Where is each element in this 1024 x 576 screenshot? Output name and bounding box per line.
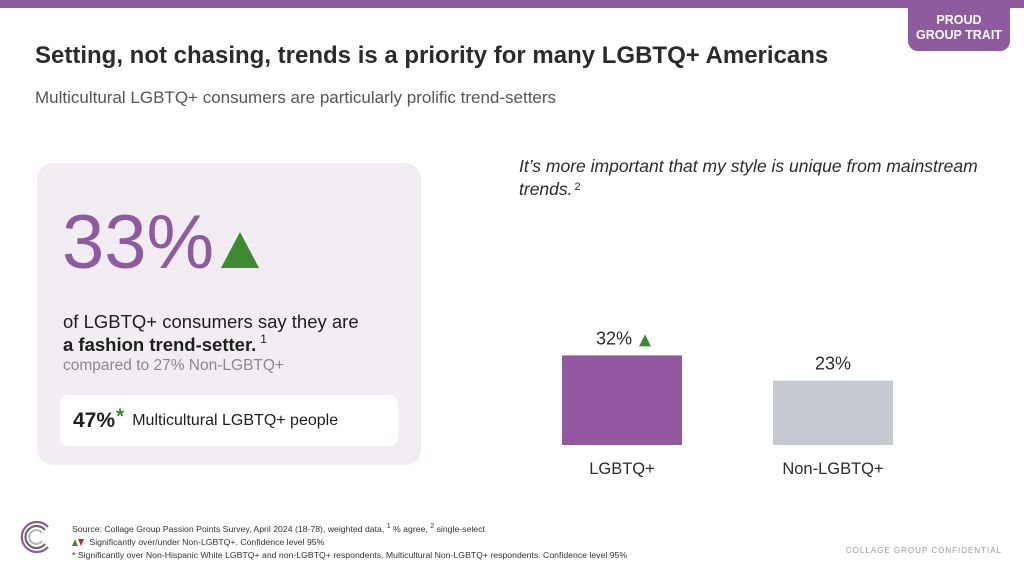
confidential-label: COLLAGE GROUP CONFIDENTIAL bbox=[845, 546, 1002, 555]
legend-down-icon bbox=[78, 539, 84, 547]
bar-non-lgbtq bbox=[773, 380, 893, 445]
source-agree: % agree, bbox=[393, 523, 428, 534]
source-single: single-select bbox=[436, 523, 485, 534]
bar-chart: 32% LGBTQ+ 23% Non-LGBTQ+ bbox=[562, 328, 893, 478]
bar-lgbtq bbox=[562, 355, 682, 445]
multicultural-stat-value: 47% bbox=[73, 408, 116, 432]
top-accent-bar bbox=[0, 0, 1024, 8]
bar-value-label: 23% bbox=[815, 354, 851, 374]
significance-star-icon: * bbox=[116, 404, 125, 428]
chart-question: It’s more important that my style is uni… bbox=[519, 155, 979, 201]
category-label: Non-LGBTQ+ bbox=[782, 460, 883, 478]
significance-legend-text: Significantly over/under Non-LGBTQ+. Con… bbox=[89, 536, 325, 547]
star-legend-text: Significantly over Non-Hispanic White LG… bbox=[77, 549, 628, 560]
significance-up-icon bbox=[221, 232, 259, 268]
star-legend-line: * Significantly over Non-Hispanic White … bbox=[72, 549, 627, 562]
source-note-1: 1 bbox=[386, 523, 391, 530]
collage-group-logo-icon bbox=[20, 520, 49, 554]
legend-up-icon bbox=[72, 539, 78, 547]
proud-group-trait-badge: PROUD GROUP TRAIT bbox=[908, 5, 1010, 51]
legend-star-icon: * bbox=[72, 549, 76, 560]
bar-value-label: 32% bbox=[596, 328, 632, 348]
source-text: Source: Collage Group Passion Points Sur… bbox=[72, 523, 385, 534]
significance-up-icon bbox=[639, 334, 651, 347]
category-label: LGBTQ+ bbox=[589, 460, 655, 478]
badge-line2: GROUP TRAIT bbox=[916, 28, 1002, 42]
stat-line-2: a fashion trend-setter. 1 bbox=[63, 332, 267, 356]
source-note-2: 2 bbox=[430, 523, 435, 530]
multicultural-stat-label: Multicultural LGBTQ+ people bbox=[132, 411, 339, 429]
big-stat-value: 33% bbox=[62, 200, 215, 285]
significance-legend-line: Significantly over/under Non-LGBTQ+. Con… bbox=[72, 536, 627, 549]
footnote-ref-2: 2 bbox=[574, 181, 581, 193]
comparison-text: compared to 27% Non-LGBTQ+ bbox=[63, 357, 284, 374]
page-subtitle: Multicultural LGBTQ+ consumers are parti… bbox=[35, 88, 557, 107]
source-line: Source: Collage Group Passion Points Sur… bbox=[72, 520, 627, 536]
badge-line1: PROUD bbox=[936, 13, 982, 27]
chart-question-text: It’s more important that my style is uni… bbox=[519, 156, 978, 199]
footnote-ref-1: 1 bbox=[260, 332, 267, 346]
footnotes: Source: Collage Group Passion Points Sur… bbox=[72, 520, 627, 562]
stat-line-1: of LGBTQ+ consumers say they are bbox=[63, 311, 359, 332]
multicultural-stat-card: 47% * Multicultural LGBTQ+ people bbox=[60, 395, 398, 446]
stat-line-2-text: a fashion trend-setter. bbox=[63, 334, 257, 355]
page-title: Setting, not chasing, trends is a priori… bbox=[35, 42, 829, 69]
